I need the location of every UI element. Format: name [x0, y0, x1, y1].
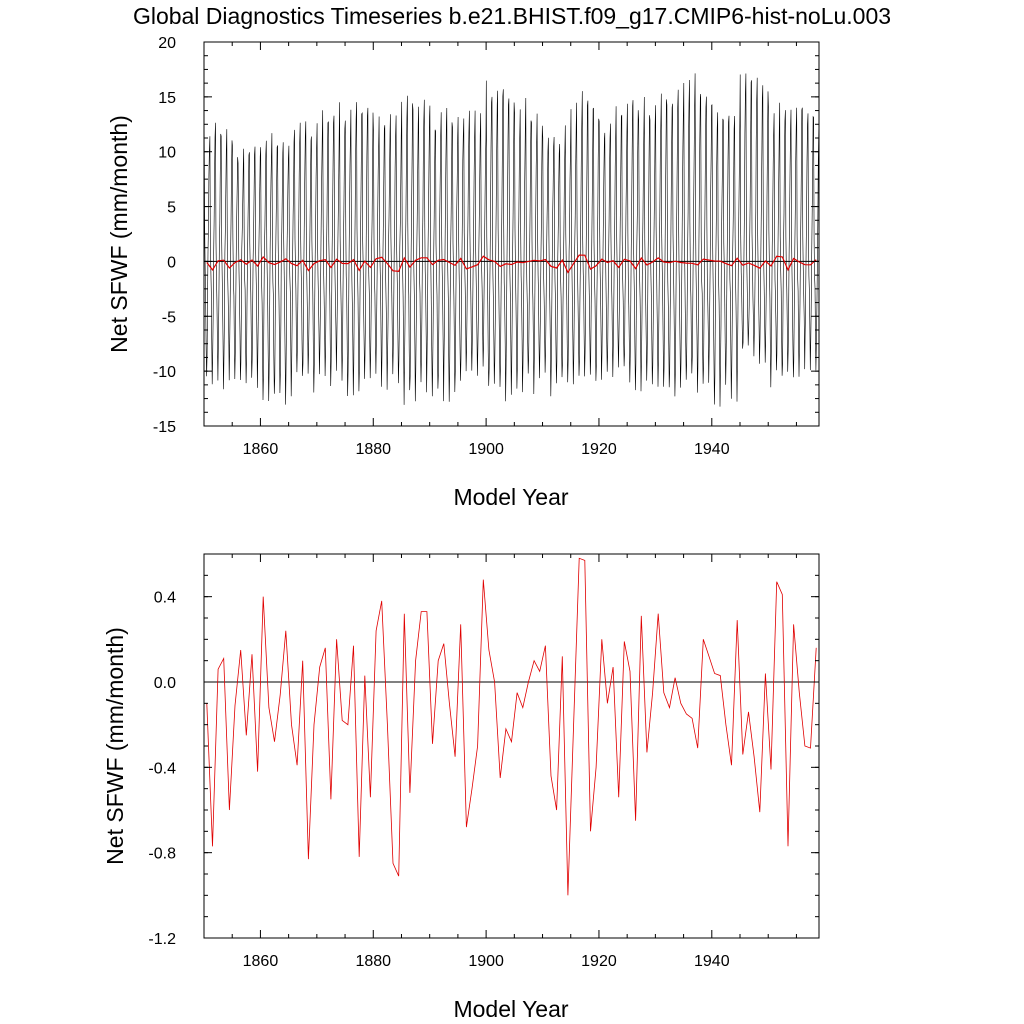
x-tick-label: 1920	[581, 441, 617, 458]
y-tick-label: 20	[158, 35, 176, 52]
monthly-series-polyline	[203, 73, 820, 407]
chart-title: Global Diagnostics Timeseries b.e21.BHIS…	[133, 3, 891, 29]
x-tick-label: 1880	[355, 953, 391, 970]
y-tick-label: 10	[158, 145, 176, 162]
x-tick-label: 1940	[694, 953, 730, 970]
y-tick-label: -0.4	[148, 760, 176, 777]
bottom-x-axis-label: Model Year	[453, 996, 568, 1022]
top-x-axis-label: Model Year	[453, 484, 568, 510]
y-tick-label: -10	[153, 364, 176, 381]
bottom-y-axis-label: Net SFWF (mm/month)	[102, 627, 128, 865]
y-tick-label: -0.8	[148, 846, 176, 863]
x-tick-label: 1860	[243, 441, 279, 458]
bottom-panel: 1860 1880 1900 1920 1940 0.4 0.0 -0.4 -0.8 -1.2 M…	[102, 553, 820, 1022]
x-tick-label: 1880	[355, 441, 391, 458]
x-tick-label: 1900	[468, 441, 504, 458]
y-tick-label: 0	[167, 254, 176, 271]
bottom-plot-frame	[203, 553, 820, 939]
x-tick-label: 1940	[694, 441, 730, 458]
y-tick-label: 5	[167, 200, 176, 217]
y-tick-label: -5	[162, 309, 176, 326]
y-tick-label: -15	[153, 419, 176, 436]
y-tick-label: 15	[158, 90, 176, 107]
x-tick-label: 1900	[468, 953, 504, 970]
annual-series-line	[206, 557, 817, 896]
monthly-series-line	[203, 73, 820, 407]
y-tick-label: 0.0	[154, 675, 176, 692]
top-panel: 1860 1880 1900 1920 1940 20 15 10 5 0 -5 -10 -15 Mod…	[106, 35, 820, 510]
y-tick-label: 0.4	[154, 590, 176, 607]
top-y-axis-label: Net SFWF (mm/month)	[106, 115, 132, 353]
x-tick-label: 1920	[581, 953, 617, 970]
y-tick-label: -1.2	[148, 931, 176, 948]
x-tick-label: 1860	[243, 953, 279, 970]
